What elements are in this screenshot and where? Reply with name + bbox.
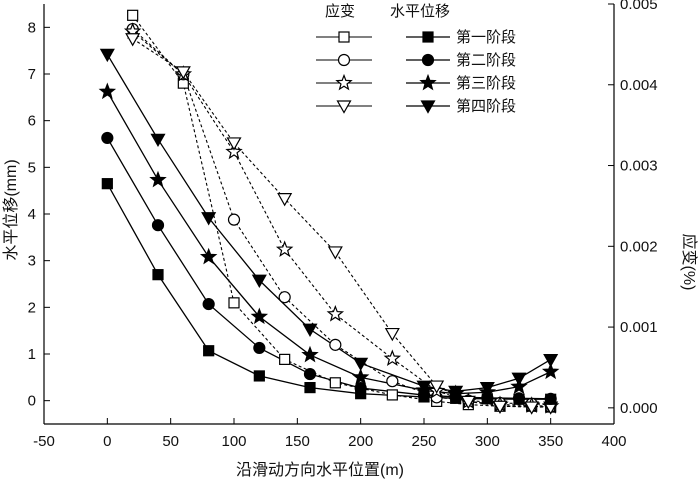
displacement-point-stage-3 bbox=[250, 307, 269, 325]
y-tick-label: 4 bbox=[28, 206, 36, 223]
strain-point-stage-1 bbox=[279, 353, 291, 365]
strain-point-stage-1 bbox=[127, 9, 139, 21]
strain-point-stage-1 bbox=[228, 297, 240, 309]
legend-displacement-marker bbox=[421, 53, 435, 67]
displacement-point-stage-4 bbox=[543, 354, 559, 368]
y2-tick-label: 0.004 bbox=[620, 77, 658, 94]
y-tick-label: 3 bbox=[28, 253, 36, 270]
displacement-point-stage-2 bbox=[101, 131, 114, 145]
legend-header-strain: 应变 bbox=[325, 2, 355, 20]
x-tick-label: 100 bbox=[221, 433, 246, 450]
displacement-point-stage-3 bbox=[541, 362, 560, 380]
x-tick-label: 150 bbox=[285, 433, 310, 450]
displacement-point-stage-3 bbox=[149, 170, 167, 188]
strain-point-stage-4 bbox=[384, 327, 400, 342]
y-tick-label: 5 bbox=[28, 159, 36, 176]
strain-point-stage-4 bbox=[460, 395, 476, 410]
strain-point-stage-4 bbox=[125, 33, 141, 47]
strain-point-stage-4 bbox=[226, 137, 242, 151]
legend-label: 第三阶段 bbox=[456, 74, 516, 92]
strain-point-stage-3 bbox=[326, 304, 345, 322]
y-axis-title: 水平位移(mm) bbox=[2, 159, 20, 260]
strain-point-stage-3 bbox=[225, 142, 243, 160]
displacement-point-stage-2 bbox=[151, 219, 165, 232]
x-tick-label: 250 bbox=[411, 433, 436, 450]
displacement-point-stage-3 bbox=[301, 345, 319, 363]
x-axis-title: 沿滑动方向水平位置(m) bbox=[236, 461, 404, 479]
displacement-point-stage-3 bbox=[199, 247, 218, 265]
displacement-point-stage-2 bbox=[354, 381, 367, 395]
strain-point-stage-2 bbox=[329, 338, 342, 351]
displacement-point-stage-4 bbox=[302, 323, 318, 337]
displacement-point-stage-1 bbox=[101, 178, 113, 190]
legend-displacement-marker bbox=[419, 73, 437, 91]
displacement-point-stage-2 bbox=[202, 297, 215, 311]
strain-point-stage-2 bbox=[278, 291, 291, 304]
displacement-point-stage-1 bbox=[253, 370, 265, 382]
x-tick-label: 300 bbox=[475, 433, 500, 450]
y-tick-label: 7 bbox=[28, 66, 36, 83]
legend-strain-marker bbox=[336, 100, 352, 114]
legend-label: 第一阶段 bbox=[456, 28, 516, 46]
x-tick-label: 200 bbox=[348, 433, 373, 450]
displacement-point-stage-1 bbox=[152, 269, 164, 281]
strain-point-stage-1 bbox=[329, 377, 341, 389]
y2-tick-label: 0.005 bbox=[620, 0, 658, 13]
strain-point-stage-2 bbox=[386, 375, 399, 388]
x-tick-label: 0 bbox=[103, 433, 111, 450]
legend-label: 第四阶段 bbox=[456, 97, 516, 115]
y-tick-label: 8 bbox=[28, 19, 36, 36]
y2-tick-label: 0.003 bbox=[620, 158, 658, 175]
legend-strain-marker bbox=[337, 53, 351, 67]
displacement-point-stage-4 bbox=[251, 274, 267, 288]
legend-displacement-marker bbox=[422, 31, 434, 43]
y-tick-label: 2 bbox=[28, 299, 36, 316]
strain-point-stage-2 bbox=[227, 213, 241, 226]
displacement-point-stage-4 bbox=[150, 133, 166, 148]
legend-strain-marker bbox=[338, 31, 350, 43]
strain-point-stage-4 bbox=[277, 193, 293, 207]
displacement-point-stage-4 bbox=[99, 48, 115, 63]
displacement-point-stage-4 bbox=[201, 212, 217, 226]
y2-tick-label: 0.002 bbox=[620, 238, 658, 255]
y-tick-label: 0 bbox=[28, 393, 36, 410]
y-tick-label: 1 bbox=[28, 346, 36, 363]
strain-point-stage-4 bbox=[492, 400, 508, 414]
legend-displacement-marker bbox=[420, 100, 436, 114]
x-tick-label: 400 bbox=[601, 433, 626, 450]
strain-point-stage-4 bbox=[327, 246, 343, 260]
displacement-point-stage-1 bbox=[304, 382, 316, 394]
displacement-point-stage-2 bbox=[544, 392, 557, 405]
x-tick-label: 50 bbox=[162, 433, 179, 450]
y2-tick-label: 0.000 bbox=[620, 400, 658, 417]
strain-point-stage-4 bbox=[429, 380, 445, 394]
strain-line-stage-3 bbox=[132, 31, 551, 407]
strain-point-stage-3 bbox=[383, 349, 402, 366]
displacement-point-stage-3 bbox=[98, 82, 117, 100]
displacement-point-stage-4 bbox=[416, 380, 432, 394]
y-tick-label: 6 bbox=[28, 113, 36, 130]
displacement-point-stage-2 bbox=[253, 341, 266, 355]
displacement-point-stage-4 bbox=[511, 372, 527, 386]
displacement-point-stage-2 bbox=[512, 392, 526, 405]
displacement-point-stage-3 bbox=[351, 368, 370, 385]
x-tick-label: 350 bbox=[538, 433, 563, 450]
strain-point-stage-4 bbox=[175, 66, 191, 80]
strain-point-stage-1 bbox=[386, 389, 398, 401]
displacement-point-stage-4 bbox=[448, 385, 464, 400]
legend-header-displacement: 水平位移 bbox=[390, 3, 450, 20]
y2-tick-label: 0.001 bbox=[620, 319, 658, 336]
legend-strain-marker bbox=[335, 73, 353, 91]
strain-point-stage-4 bbox=[524, 401, 540, 415]
displacement-point-stage-2 bbox=[303, 367, 317, 381]
displacement-point-stage-4 bbox=[353, 357, 369, 372]
strain-point-stage-3 bbox=[275, 240, 294, 257]
x-tick-label: -50 bbox=[33, 433, 55, 450]
legend-label: 第二阶段 bbox=[456, 51, 516, 69]
y2-axis-title: 应变(%) bbox=[680, 234, 699, 291]
displacement-point-stage-4 bbox=[479, 382, 495, 396]
displacement-point-stage-1 bbox=[203, 345, 215, 357]
